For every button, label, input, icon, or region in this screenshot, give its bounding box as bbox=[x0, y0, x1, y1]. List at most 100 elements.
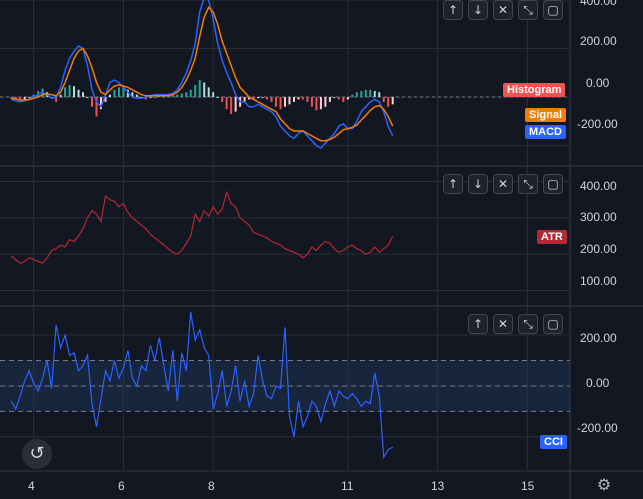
histogram-bar bbox=[292, 97, 295, 102]
histogram-bar bbox=[113, 89, 116, 98]
histogram-bar bbox=[225, 97, 228, 110]
histogram-bar bbox=[373, 90, 376, 98]
histogram-bar bbox=[284, 97, 286, 107]
move-down-button[interactable]: ↓ bbox=[468, 174, 488, 194]
histogram-bar bbox=[369, 89, 372, 98]
y-tick-label: -200.00 bbox=[577, 117, 618, 131]
histogram-bar bbox=[212, 92, 215, 98]
x-tick-label: 6 bbox=[118, 479, 125, 493]
histogram-bar bbox=[194, 84, 197, 98]
y-tick-label: 400.00 bbox=[580, 0, 617, 8]
histogram-bar bbox=[108, 94, 111, 98]
collapse-pane-button[interactable]: ⤡ bbox=[518, 174, 538, 194]
histogram-bar bbox=[257, 97, 260, 99]
histogram-bar bbox=[122, 87, 125, 98]
move-up-button[interactable]: ↑ bbox=[443, 0, 463, 20]
histogram-bar bbox=[135, 94, 138, 98]
move-up-button[interactable]: ↑ bbox=[443, 174, 463, 194]
maximize-pane-button[interactable]: ▢ bbox=[543, 174, 563, 194]
histogram-bar bbox=[64, 87, 67, 98]
histogram-bar bbox=[55, 97, 58, 102]
histogram-bar bbox=[275, 97, 278, 107]
reset-icon: ↺ bbox=[29, 443, 45, 464]
y-tick-label: 400.00 bbox=[580, 179, 617, 193]
maximize-pane-button[interactable]: ▢ bbox=[543, 0, 563, 20]
histogram-bar bbox=[91, 97, 94, 107]
histogram-bar bbox=[324, 97, 327, 107]
histogram-bar bbox=[342, 97, 345, 102]
cci-value-tag: CCI bbox=[540, 435, 567, 449]
y-tick-label: -200.00 bbox=[577, 421, 618, 435]
signal-value-tag: Signal bbox=[525, 108, 567, 122]
histogram-bar bbox=[180, 93, 183, 98]
collapse-pane-button[interactable]: ⤡ bbox=[518, 314, 538, 334]
histogram-bar bbox=[360, 90, 363, 98]
atr-line bbox=[10, 190, 394, 264]
cci-line bbox=[10, 312, 393, 460]
histogram-bar bbox=[261, 97, 264, 99]
histogram-bar bbox=[203, 82, 206, 98]
histogram-bar bbox=[77, 89, 80, 98]
histogram-bar bbox=[149, 97, 152, 99]
histogram-bar bbox=[104, 97, 107, 102]
y-tick-label: 200.00 bbox=[580, 242, 617, 256]
macd-value-tag: MACD bbox=[525, 125, 566, 139]
histogram-bar bbox=[82, 92, 85, 98]
x-tick-label: 13 bbox=[431, 479, 445, 493]
histogram-bar bbox=[306, 97, 309, 102]
histogram-bar bbox=[364, 89, 367, 98]
histogram-bar bbox=[346, 97, 349, 100]
histogram-value-tag: Histogram bbox=[503, 83, 566, 97]
close-pane-button[interactable]: ✕ bbox=[493, 314, 513, 334]
histogram-bar bbox=[189, 89, 192, 98]
histogram-bar bbox=[198, 80, 201, 98]
move-down-button[interactable]: ↓ bbox=[468, 0, 488, 20]
settings-button[interactable]: ⚙ bbox=[595, 476, 613, 494]
histogram-bar bbox=[221, 97, 224, 102]
histogram-bar bbox=[337, 97, 340, 100]
histogram-bar bbox=[355, 92, 358, 98]
histogram-bar bbox=[19, 97, 22, 101]
histogram-bar bbox=[23, 97, 26, 100]
atr-value-tag: ATR bbox=[537, 230, 567, 244]
signal-line bbox=[11, 5, 394, 142]
histogram-bar bbox=[333, 97, 336, 99]
collapse-pane-button[interactable]: ⤡ bbox=[518, 0, 538, 20]
close-pane-button[interactable]: ✕ bbox=[493, 174, 513, 194]
histogram-bar bbox=[234, 97, 237, 112]
x-tick-label: 15 bbox=[521, 479, 535, 493]
histogram-bar bbox=[310, 97, 313, 107]
y-tick-label: 0.00 bbox=[586, 376, 610, 390]
histogram-bar bbox=[28, 97, 31, 99]
histogram-bar bbox=[68, 84, 71, 98]
histogram-bar bbox=[378, 92, 381, 98]
histogram-bar bbox=[185, 92, 188, 98]
y-tick-label: 300.00 bbox=[580, 210, 617, 224]
histogram-bar bbox=[176, 94, 179, 98]
histogram-bar bbox=[171, 94, 174, 98]
histogram-bar bbox=[207, 87, 210, 98]
y-tick-label: 0.00 bbox=[586, 76, 610, 90]
histogram-bar bbox=[351, 94, 354, 98]
reset-chart-button[interactable]: ↺ bbox=[22, 439, 52, 469]
histogram-bar bbox=[86, 97, 89, 99]
histogram-bar bbox=[59, 94, 62, 98]
histogram-bar bbox=[126, 89, 129, 98]
move-up-button[interactable]: ↑ bbox=[468, 314, 488, 334]
histogram-bar bbox=[131, 92, 134, 98]
histogram-bar bbox=[297, 97, 300, 100]
x-tick-label: 8 bbox=[208, 479, 215, 493]
histogram-bar bbox=[315, 97, 318, 111]
histogram-bar bbox=[216, 97, 219, 99]
histogram-bar bbox=[248, 97, 251, 100]
histogram-bar bbox=[328, 97, 331, 102]
histogram-bar bbox=[10, 97, 13, 99]
histogram-bar bbox=[32, 94, 35, 98]
y-tick-label: 200.00 bbox=[580, 331, 617, 345]
maximize-pane-button[interactable]: ▢ bbox=[543, 314, 563, 334]
histogram-bar bbox=[99, 97, 102, 110]
histogram-bar bbox=[279, 97, 282, 110]
close-pane-button[interactable]: ✕ bbox=[493, 0, 513, 20]
